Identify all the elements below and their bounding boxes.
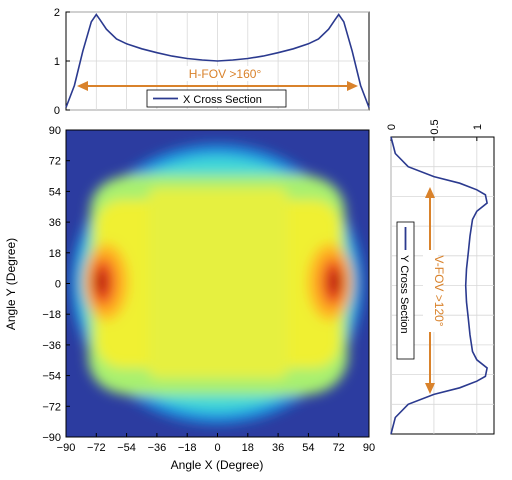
x-axis-label: Angle X (Degree) xyxy=(171,458,264,472)
heatmap-x-tick-label: 54 xyxy=(302,442,314,454)
heatmap-y-tick-label: 18 xyxy=(49,248,61,260)
heatmap-level-4b xyxy=(148,188,288,378)
heatmap-y-tick-label: 90 xyxy=(49,125,61,137)
y-cross-section-line xyxy=(390,136,488,435)
top-legend: X Cross Section xyxy=(146,89,287,108)
heatmap-x-tick-label: 72 xyxy=(333,442,345,454)
right-panel: 0 0.5 1 V-FOV >120° Y Cross Section xyxy=(386,119,495,435)
y-axis-label: Angle Y (Degree) xyxy=(4,238,18,330)
hfov-arrow-left-head xyxy=(77,81,88,91)
vfov-label: V-FOV >120° xyxy=(432,255,446,326)
right-legend: Y Cross Section xyxy=(396,221,415,360)
heatmap-y-tick-label: 72 xyxy=(49,156,61,168)
heatmap-x-tick-label: −36 xyxy=(148,442,167,454)
heatmap-x-tick-label: −90 xyxy=(57,442,76,454)
right-legend-box xyxy=(396,221,415,360)
heatmap-field xyxy=(71,144,363,424)
vfov-label-bg xyxy=(423,250,438,332)
hfov-label-bg xyxy=(183,66,267,81)
heatmap-y-ticks: 90 72 54 36 18 0 −18 −36 −54 −72 −90 xyxy=(42,125,70,444)
top-legend-label: X Cross Section xyxy=(183,94,262,106)
heatmap-x-ticks: −90 −72 −54 −36 −18 0 18 36 54 72 90 xyxy=(57,433,375,454)
vfov-arrow-bottom-head xyxy=(425,383,435,394)
heatmap-y-tick-label: −90 xyxy=(42,432,61,444)
right-x-tick-label: 0.5 xyxy=(429,119,441,134)
top-y-tick-label: 2 xyxy=(54,7,60,19)
heatmap-y-tick-label: 54 xyxy=(49,186,61,198)
right-legend-label: Y Cross Section xyxy=(398,255,410,334)
heatmap-x-tick-label: 0 xyxy=(214,442,220,454)
heatmap-x-tick-label: −18 xyxy=(178,442,197,454)
hfov-arrow xyxy=(77,81,358,91)
heatmap-panel: −90 −72 −54 −36 −18 0 18 36 54 72 90 90 72 54 36 18 0 −1… xyxy=(4,125,375,472)
top-y-tick-label: 0 xyxy=(54,105,60,117)
heatmap-x-tick-label: 36 xyxy=(272,442,284,454)
heatmap-y-tick-label: −36 xyxy=(42,340,61,352)
top-legend-box xyxy=(146,89,287,108)
heatmap-y-tick-label: −18 xyxy=(42,309,61,321)
x-cross-section-line xyxy=(65,13,370,108)
heatmap-y-tick-label: 36 xyxy=(49,217,61,229)
heatmap-x-tick-label: 18 xyxy=(242,442,254,454)
heatmap-y-tick-label: 0 xyxy=(55,279,61,291)
heatmap-y-tick-label: −54 xyxy=(42,371,61,383)
hfov-label: H-FOV >160° xyxy=(189,67,262,81)
top-y-tick-label: 1 xyxy=(54,56,60,68)
heatmap-y-tick-label: −72 xyxy=(42,401,61,413)
top-panel: 0 1 2 H-FOV >160° X Cross Section xyxy=(54,7,370,117)
right-x-tick-label: 0 xyxy=(386,124,398,130)
right-x-tick-label: 1 xyxy=(472,124,484,130)
heatmap-left-hot-core xyxy=(95,269,107,295)
heatmap-x-tick-label: −54 xyxy=(117,442,136,454)
vfov-arrow-top-head xyxy=(425,187,435,198)
hfov-arrow-right-head xyxy=(347,81,358,91)
top-y-ticks: 0 1 2 xyxy=(54,7,70,117)
heatmap-x-tick-label: −72 xyxy=(87,442,106,454)
heatmap-right-hot-core xyxy=(329,269,341,295)
heatmap-x-tick-label: 90 xyxy=(363,442,375,454)
